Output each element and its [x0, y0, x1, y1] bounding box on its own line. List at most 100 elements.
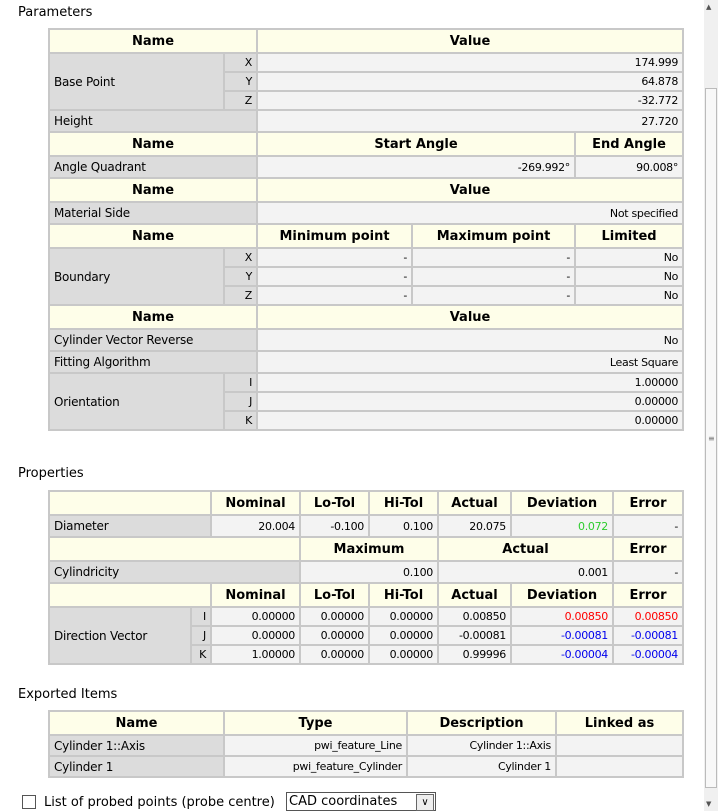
- col-name: Name: [48, 710, 225, 736]
- col-actual: Actual: [437, 490, 512, 516]
- description-cell: Cylinder 1: [406, 755, 557, 778]
- col-name: Name: [47, 304, 259, 330]
- error-cell: -: [612, 514, 684, 538]
- row-label: Angle Quadrant: [47, 155, 259, 179]
- probed-points-option[interactable]: List of probed points (probe centre): [22, 793, 275, 811]
- col-error: Error: [612, 536, 684, 562]
- col-hi-tol: Hi-Tol: [368, 490, 439, 516]
- value-cell: -32.772: [256, 90, 685, 111]
- scroll-down-icon[interactable]: ▼: [706, 800, 712, 808]
- col-name: Name: [47, 177, 259, 203]
- value-cell: 0.99996: [437, 644, 512, 665]
- value-cell: Not specified: [256, 201, 685, 225]
- scroll-up-icon[interactable]: ▲: [706, 3, 712, 11]
- col-nominal: Nominal: [210, 582, 301, 608]
- col-type: Type: [223, 710, 408, 736]
- deviation-cell: -0.00081: [510, 625, 614, 646]
- value-cell: Least Square: [256, 350, 685, 374]
- value-cell: 27.720: [256, 109, 685, 133]
- value-cell: 0.00000: [210, 606, 301, 627]
- value-cell: No: [574, 266, 685, 287]
- col-blank: [48, 490, 212, 516]
- col-lo-tol: Lo-Tol: [299, 490, 370, 516]
- col-hi-tol: Hi-Tol: [368, 582, 439, 608]
- col-error: Error: [612, 582, 684, 608]
- header-row: Name Value: [47, 28, 685, 54]
- parameters-title: Parameters: [18, 5, 93, 20]
- exported-items-table: Name Type Description Linked as Cylinder 1:…: [48, 710, 684, 778]
- col-max: Maximum point: [411, 223, 577, 249]
- value-cell: 0.100: [299, 560, 439, 584]
- axis-label: X: [222, 52, 259, 73]
- value-cell: 1.00000: [256, 372, 685, 393]
- row-label: Boundary: [48, 247, 225, 306]
- row-label: Height: [47, 109, 259, 133]
- table-row: J 0.00000 0.00000 0.00000 -0.00081 -0.00081 -0…: [49, 625, 684, 646]
- value-cell: 174.999: [256, 52, 685, 73]
- axis-label: Z: [222, 285, 259, 306]
- value-cell: No: [256, 328, 685, 352]
- value-cell: 0.00000: [299, 606, 370, 627]
- chevron-down-icon[interactable]: ∨: [416, 794, 434, 811]
- col-end-angle: End Angle: [574, 131, 685, 157]
- probed-points-label[interactable]: List of probed points (probe centre): [44, 794, 275, 810]
- properties-title: Properties: [18, 466, 84, 481]
- axis-label: X: [222, 247, 259, 268]
- value-cell: 20.075: [437, 514, 512, 538]
- row-label: Cylinder 1::Axis: [48, 734, 225, 757]
- value-cell: 0.00000: [256, 410, 685, 431]
- row-label: Cylinder 1: [48, 755, 225, 778]
- value-cell: -: [256, 266, 414, 287]
- col-deviation: Deviation: [510, 582, 614, 608]
- table-row: Fitting Algorithm Least Square: [47, 350, 685, 374]
- error-cell: -0.00004: [612, 644, 684, 665]
- header-row: Name Value: [47, 304, 685, 330]
- deviation-cell: 0.072: [510, 514, 614, 538]
- col-min: Minimum point: [256, 223, 414, 249]
- scrollbar-thumb[interactable]: [705, 88, 717, 788]
- col-value: Value: [256, 28, 685, 54]
- table-row: Height 27.720: [47, 109, 685, 133]
- deviation-cell: 0.00850: [510, 606, 614, 627]
- value-cell: -0.100: [299, 514, 370, 538]
- error-cell: -0.00081: [612, 625, 684, 646]
- table-row: K 0.00000: [49, 410, 685, 431]
- probed-points-checkbox[interactable]: [22, 795, 36, 809]
- table-row: Cylinder 1 pwi_feature_Cylinder Cylinder 1: [48, 755, 684, 778]
- col-name: Name: [47, 131, 259, 157]
- value-cell: -: [411, 285, 577, 306]
- table-row: Base Point X 174.999: [48, 52, 685, 111]
- axis-label: K: [190, 644, 212, 665]
- value-cell: 20.004: [210, 514, 301, 538]
- axis-label: I: [190, 606, 212, 627]
- table-row: Direction Vector I 0.00000 0.00000 0.00000 0.…: [48, 606, 684, 665]
- header-row: Maximum Actual Error: [48, 536, 684, 562]
- axis-label: I: [222, 372, 259, 393]
- value-cell: 64.878: [256, 71, 685, 92]
- col-limited: Limited: [574, 223, 685, 249]
- col-actual: Actual: [437, 582, 512, 608]
- axis-label: J: [222, 391, 259, 412]
- row-label: Direction Vector: [48, 606, 192, 665]
- table-row: Diameter 20.004 -0.100 0.100 20.075 0.072-: [48, 514, 684, 538]
- table-row: Y 64.878: [49, 71, 685, 92]
- coordinate-system-select[interactable]: CAD coordinates ∨: [286, 792, 436, 811]
- value-cell: 0.001: [437, 560, 614, 584]
- col-actual: Actual: [437, 536, 614, 562]
- error-cell: 0.00850: [612, 606, 684, 627]
- col-nominal: Nominal: [210, 490, 301, 516]
- table-row: Orientation I 1.00000: [48, 372, 685, 431]
- value-cell: 0.00000: [299, 625, 370, 646]
- col-error: Error: [612, 490, 684, 516]
- properties-table: Nominal Lo-Tol Hi-Tol Actual Deviation Error …: [48, 490, 684, 665]
- table-row: Cylinder Vector Reverse No: [47, 328, 685, 352]
- value-cell: -: [411, 247, 577, 268]
- col-value: Value: [256, 304, 685, 330]
- table-row: Material Side Not specified: [47, 201, 685, 225]
- row-label: Orientation: [48, 372, 225, 431]
- exported-items-title: Exported Items: [18, 687, 118, 702]
- table-row: Angle Quadrant -269.992° 90.008°: [47, 155, 685, 179]
- row-label: Fitting Algorithm: [47, 350, 259, 374]
- description-cell: Cylinder 1::Axis: [406, 734, 557, 757]
- table-row: Y - - No: [49, 266, 685, 287]
